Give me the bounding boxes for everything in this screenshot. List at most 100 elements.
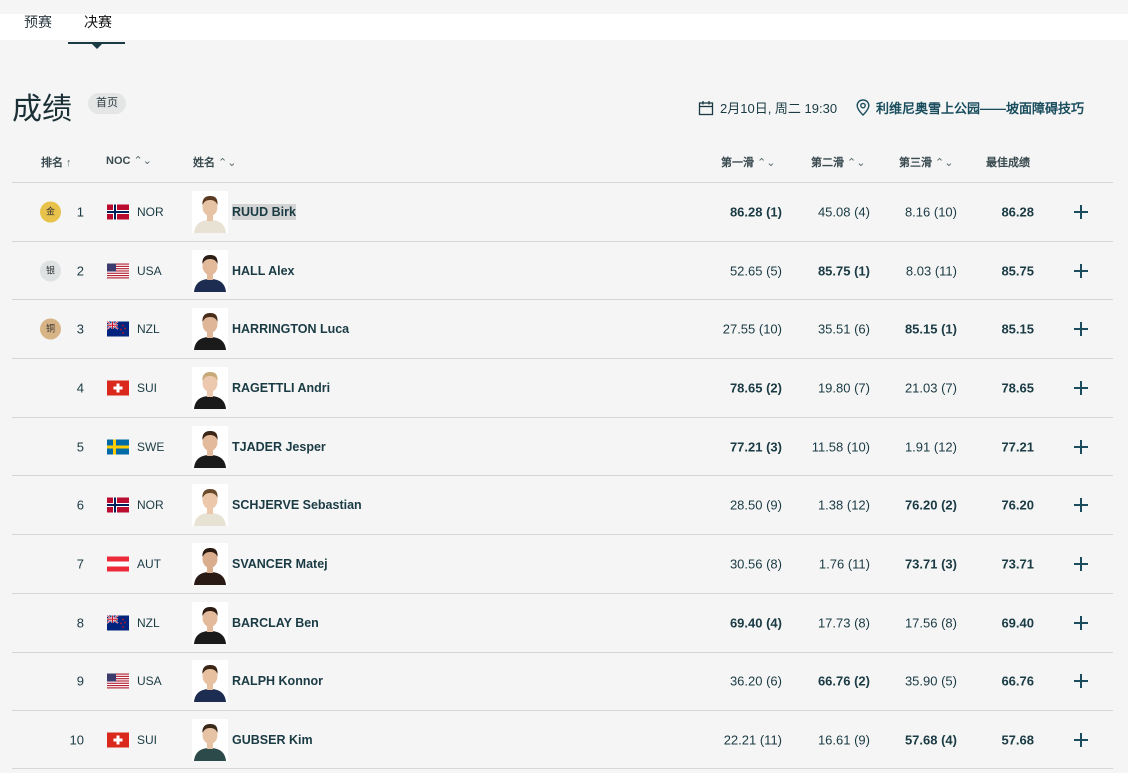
run3-score-cell: 1.91 (12) [904,439,957,455]
expand-plus-icon[interactable] [1074,498,1088,513]
nor-flag-icon [107,204,129,220]
run2-score-cell: 11.58 (10) [811,439,870,455]
expand-plus-icon[interactable] [1074,322,1088,337]
sort-icon: ⌃⌄ [218,157,237,169]
noc-cell: NZL [137,322,160,337]
nor-flag-icon [107,497,129,513]
athlete-name-link[interactable]: HALL Alex [232,263,295,278]
best-score-cell: 77.21 [1001,439,1034,455]
run2-score-cell: 19.80 (7) [817,380,870,396]
athlete-name-link[interactable]: RAGETTLI Andri [232,380,331,395]
noc-cell: USA [137,674,162,689]
column-header-rank[interactable]: 排名 ↑ [41,154,72,170]
active-tab-indicator [68,42,125,44]
noc-cell: USA [137,263,162,278]
run3-score-cell: 73.71 (3) [904,556,957,572]
tab-heats[interactable]: 预赛 [24,14,52,30]
run3-score-cell: 57.68 (4) [904,732,957,748]
table-row[interactable]: 4 SUI RAGETTLI Andri 78.65 (2) 19.80 (7) 21.0… [12,358,1113,417]
best-score-cell: 57.68 [1001,732,1034,748]
noc-cell: SWE [137,439,165,454]
athlete-name-link[interactable]: HARRINGTON Luca [232,322,350,337]
silver-medal-icon: 银 [40,260,61,282]
rank-cell: 8 [76,615,84,631]
table-row[interactable]: 金 1 NOR RUUD Birk 86.28 (1) 45.08 (4) 8.16 (10… [12,182,1113,241]
expand-plus-icon[interactable] [1074,263,1088,278]
swe-flag-icon [107,439,129,455]
run1-score-cell: 69.40 (4) [729,615,782,631]
noc-cell: SUI [137,380,158,395]
run1-score-cell: 77.21 (3) [729,439,782,455]
table-row[interactable]: 7 AUT SVANCER Matej 30.56 (8) 1.76 (11) 73.71… [12,534,1113,593]
run2-score-cell: 35.51 (6) [817,321,870,337]
athlete-name-link[interactable]: BARCLAY Ben [232,615,319,630]
rank-cell: 5 [76,439,84,455]
best-score-cell: 69.40 [1001,615,1034,631]
table-row[interactable]: 9 USA RALPH Konnor 36.20 (6) 66.76 (2) 35.90 … [12,651,1113,711]
column-header-run3-label: 第三滑 [899,157,932,169]
run1-score-cell: 28.50 (9) [729,497,782,513]
tab-bar: 预赛 决赛 [0,0,1128,49]
run2-score-cell: 45.08 (4) [817,204,870,220]
athlete-name-link[interactable]: SVANCER Matej [232,556,328,571]
run3-score-cell: 21.03 (7) [904,380,957,396]
event-date-text: 2月10日, 周二 19:30 [720,101,838,116]
expand-plus-icon[interactable] [1074,732,1088,747]
results-table: 金 1 NOR RUUD Birk 86.28 (1) 45.08 (4) 8.16 (10… [12,182,1113,769]
table-row[interactable]: 5 SWE TJADER Jesper 77.21 (3) 11.58 (10) 1.91… [12,416,1113,476]
expand-plus-icon[interactable] [1074,615,1088,630]
run3-score-cell: 8.16 (10) [904,204,957,220]
column-header-run3[interactable]: 第三滑 ⌃⌄ [899,154,953,170]
noc-cell: NZL [137,615,160,630]
run1-score-cell: 36.20 (6) [729,673,782,689]
sort-icon: ⌃⌄ [133,155,152,167]
expand-plus-icon[interactable] [1074,380,1088,395]
page-title: 成绩 [12,92,72,127]
column-header-run1-label: 第一滑 [721,157,754,169]
expand-plus-icon[interactable] [1074,439,1088,454]
best-score-cell: 85.75 [1001,263,1034,279]
rank-cell: 1 [76,204,84,220]
athlete-photo [192,601,228,644]
sort-icon: ⌃⌄ [757,157,776,169]
expand-plus-icon[interactable] [1074,204,1088,219]
table-row[interactable]: 铜 3 NZL HARRINGTON Luca 27.55 (10) 35.51 (6) 8… [12,299,1113,358]
sort-icon: ⌃⌄ [935,157,954,169]
table-row[interactable]: 6 NOR SCHJERVE Sebastian 28.50 (9) 1.38 (12)… [12,475,1113,534]
expand-plus-icon[interactable] [1074,674,1088,689]
expand-plus-icon[interactable] [1074,556,1088,571]
column-header-run2-label: 第二滑 [811,157,844,169]
rank-cell: 9 [76,673,84,689]
athlete-photo [192,366,228,409]
table-row[interactable]: 银 2 USA HALL Alex 52.65 (5) 85.75 (1) 8.03 (11… [12,240,1113,300]
rank-cell: 6 [76,497,84,513]
event-venue[interactable]: 利维尼奥雪上公园——坡面障碍技巧 [856,98,1084,117]
rank-cell: 10 [69,732,84,748]
run2-score-cell: 85.75 (1) [817,263,870,279]
tab-final[interactable]: 决赛 [84,14,112,30]
bronze-medal-icon: 铜 [40,318,61,340]
athlete-name-link[interactable]: RALPH Konnor [232,674,323,689]
column-header-noc[interactable]: NOC ⌃⌄ [106,154,152,167]
best-score-cell: 73.71 [1001,556,1034,572]
athlete-name-link[interactable]: GUBSER Kim [232,732,313,747]
table-row[interactable]: 10 SUI GUBSER Kim 22.21 (11) 16.61 (9) 57.68 … [12,710,1113,769]
best-score-cell: 66.76 [1001,673,1034,689]
column-header-run2[interactable]: 第二滑 ⌃⌄ [811,154,865,170]
athlete-photo [192,190,228,233]
event-date: 2月10日, 周二 19:30 [698,98,837,117]
run1-score-cell: 52.65 (5) [729,263,782,279]
home-badge[interactable]: 首页 [88,93,126,114]
athlete-photo [192,484,228,527]
table-row[interactable]: 8 NZL BARCLAY Ben 69.40 (4) 17.73 (8) 17.56 (… [12,592,1113,652]
athlete-name-link[interactable]: RUUD Birk [232,203,296,220]
best-score-cell: 76.20 [1001,497,1034,513]
run3-score-cell: 17.56 (8) [904,615,957,631]
column-header-name[interactable]: 姓名 ⌃⌄ [193,154,236,170]
run2-score-cell: 1.38 (12) [817,497,870,513]
athlete-name-link[interactable]: TJADER Jesper [232,439,326,454]
column-header-run1[interactable]: 第一滑 ⌃⌄ [721,154,775,170]
column-header-name-label: 姓名 [193,157,215,169]
sort-icon: ⌃⌄ [847,157,866,169]
athlete-name-link[interactable]: SCHJERVE Sebastian [232,498,362,513]
